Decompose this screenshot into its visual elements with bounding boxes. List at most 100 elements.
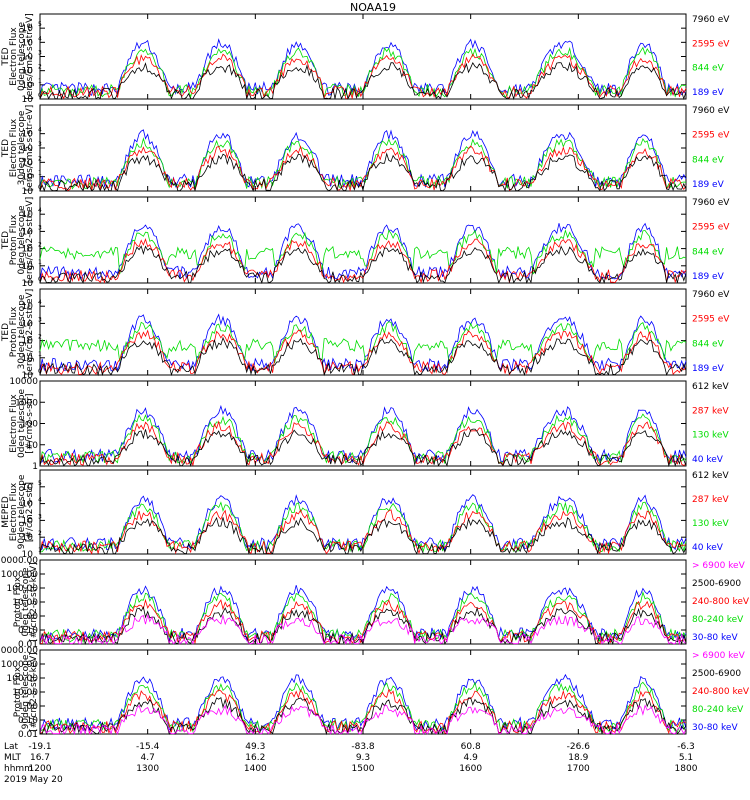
xaxis-value: 4.9: [464, 753, 479, 763]
ylabel-line: Electron Flux: [9, 27, 19, 86]
ytick-label: 0.10: [18, 626, 38, 636]
legend-entry: 189 eV: [692, 180, 725, 190]
ylabel-line: 0deg telescope: [17, 22, 27, 92]
ytick-label: 1.00: [18, 702, 38, 712]
series-line-2595-ev: [39, 145, 687, 192]
ytick-exponent: 1: [38, 78, 42, 85]
ytick-label: 10: [22, 173, 34, 183]
xaxis-value: 1500: [352, 764, 375, 774]
xaxis-row-label: Lat: [4, 742, 19, 752]
ytick-label: 10000.00: [0, 556, 38, 566]
xaxis-value: 18.9: [568, 753, 588, 763]
xaxis-value: 1400: [244, 764, 267, 774]
series-line-240-800-kev: [39, 598, 687, 645]
ytick-label: 10: [22, 337, 34, 347]
legend-entry: 40 keV: [692, 455, 724, 465]
ytick-exponent: 2: [38, 334, 42, 341]
legend-entry: 7960 eV: [692, 106, 730, 116]
figure-title: NOAA19: [350, 1, 396, 14]
ytick-label: 100.00: [7, 674, 39, 684]
ytick-label: 10: [22, 262, 34, 272]
ytick-exponent: 4: [38, 207, 42, 214]
series-line-612-kev: [39, 516, 687, 555]
ytick-exponent: 4: [38, 299, 42, 306]
ytick-exponent: 5: [38, 21, 42, 28]
series-line-7960-ev: [39, 61, 687, 101]
ytick-label: 100: [21, 420, 38, 430]
legend-entry: 2595 eV: [692, 315, 730, 325]
ytick-label: 0.01: [18, 730, 38, 740]
ylabel-line: 90deg telescope: [17, 474, 27, 549]
legend-entry: 189 eV: [692, 272, 725, 282]
xaxis-date: 2019 May 20: [4, 775, 63, 785]
xaxis-row-label: hhmm: [4, 764, 33, 774]
xaxis-value: 16.2: [245, 753, 265, 763]
legend-entry: 7960 eV: [692, 290, 730, 300]
series-line-2500-6900: [39, 605, 687, 646]
ylabel-line: 30deg telescope: [17, 294, 27, 369]
ytick-label: 10: [22, 67, 34, 77]
ylabel-line: [#/cm2-s-str-keV]: [29, 652, 39, 731]
xaxis-value: 1200: [29, 764, 52, 774]
panel-7: 0.01 0.10 1.00 10.00 100.00 1000.00 10000.00 Pr…: [0, 556, 750, 650]
ylabel-line: [ergs/cm2-s-str-eV]: [25, 105, 35, 191]
ytick-label: 10: [22, 187, 34, 197]
ylabel-line: Electron Flux: [9, 394, 19, 453]
ytick-label: 10: [27, 441, 39, 451]
series-line-287-kev: [39, 420, 687, 467]
series-line-80-240-kev: [39, 681, 687, 733]
ytick-exponent: 4: [38, 497, 42, 504]
xaxis-value: -6.3: [677, 742, 695, 752]
ytick-exponent: 2: [38, 242, 42, 249]
legend-entry: 130 keV: [692, 431, 729, 441]
panel-8: 0.01 0.10 1.00 10.00 100.00 1000.00 10000.00 Pr…: [0, 646, 750, 740]
series-line-40-kev: [39, 404, 687, 464]
series-line-189-ev: [39, 129, 687, 189]
ytick-label: 10: [22, 319, 34, 329]
series-line-287-kev: [39, 509, 687, 555]
ytick-label: 10000.00: [0, 646, 38, 656]
ytick-label: 10: [22, 53, 34, 63]
panel-frame: [39, 469, 687, 555]
legend-entry: 189 eV: [692, 364, 725, 374]
ytick-exponent: 1: [38, 170, 42, 177]
ytick-exponent: 3: [38, 141, 42, 148]
ylabel-line: [#/cm2-s-str]: [25, 393, 35, 453]
ylabel-line: TED: [1, 139, 11, 158]
ytick-label: 10.00: [12, 688, 38, 698]
legend-entry: 30-80 keV: [692, 723, 738, 733]
series-traces: [39, 129, 687, 193]
series-line-189-ev: [39, 313, 687, 372]
ytick-label: 1: [32, 462, 38, 472]
ytick-label: 10: [22, 533, 34, 543]
series-traces: [39, 38, 687, 101]
legend-entry: 189 eV: [692, 88, 725, 98]
legend-entry: 2595 eV: [692, 39, 730, 49]
ytick-label: 100.00: [7, 584, 39, 594]
ytick-label: 10: [22, 550, 34, 560]
ylabel-line: TED: [1, 323, 11, 342]
legend-entry: 240-800 keV: [692, 687, 750, 697]
legend-entry: 40 keV: [692, 543, 724, 553]
legend-entry: 844 eV: [692, 155, 725, 165]
ytick-label: 10: [22, 354, 34, 364]
series-line-844-ev: [39, 46, 687, 99]
ytick-label: 10: [22, 81, 34, 91]
ytick-label: 10: [22, 95, 34, 105]
series-line-30-80-kev: [39, 585, 687, 642]
ytick-label: 0.01: [18, 640, 38, 650]
xaxis-value: 1700: [567, 764, 590, 774]
xaxis-row-label: MLT: [4, 753, 22, 763]
xaxis-value: 1600: [459, 764, 482, 774]
legend-entry: 844 eV: [692, 247, 725, 257]
series-traces: [39, 585, 687, 646]
legend-entry: 844 eV: [692, 64, 725, 74]
time-axis-labels: Lat -19.1 -15.4 49.3 -83.8 60.8 -26.6 -6.3 MLT 16…: [4, 742, 698, 785]
ylabel-line: TED: [1, 231, 11, 250]
xaxis-value: 49.3: [245, 742, 265, 752]
xaxis-value: -19.1: [28, 742, 51, 752]
